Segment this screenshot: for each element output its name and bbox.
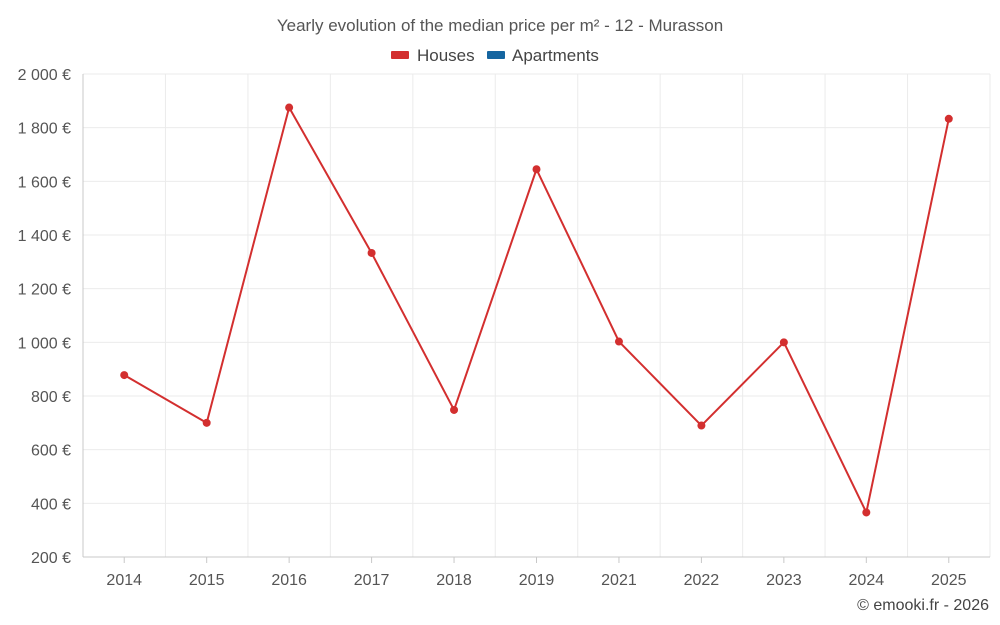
credit-text[interactable]: © emooki.fr - 2026 [857, 597, 989, 614]
x-axis-ticks: 2014 2015 2016 2017 2018 2019 2021 2022 2023 2024… [106, 557, 967, 589]
grid [82, 73, 991, 557]
data-point-houses[interactable] [532, 165, 541, 174]
y-tick-label: 800 € [31, 389, 71, 406]
chart-title: Yearly evolution of the median price per… [277, 16, 723, 35]
data-point-houses[interactable] [450, 405, 459, 414]
x-tick-label: 2021 [601, 572, 637, 589]
x-tick-label: 2015 [189, 572, 225, 589]
series-houses [120, 103, 953, 517]
data-point-houses[interactable] [779, 338, 788, 347]
legend-item-houses[interactable]: Houses [391, 46, 475, 65]
data-point-houses[interactable] [285, 103, 294, 112]
data-point-houses[interactable] [697, 421, 706, 430]
data-point-houses[interactable] [367, 248, 376, 257]
legend-swatch-houses [391, 51, 409, 59]
x-tick-label: 2019 [519, 572, 555, 589]
y-tick-label: 200 € [31, 550, 71, 567]
y-tick-label: 1 000 € [18, 335, 71, 352]
x-tick-label: 2014 [106, 572, 142, 589]
legend-label-houses: Houses [417, 46, 475, 65]
y-tick-label: 600 € [31, 443, 71, 460]
x-tick-label: 2016 [271, 572, 307, 589]
x-tick-label: 2023 [766, 572, 802, 589]
legend-swatch-apartments [487, 51, 505, 59]
y-tick-label: 1 800 € [18, 121, 71, 138]
data-point-houses[interactable] [944, 114, 953, 123]
data-point-houses[interactable] [202, 418, 211, 427]
legend: Houses Apartments [391, 46, 599, 65]
legend-label-apartments: Apartments [512, 46, 599, 65]
y-tick-label: 1 200 € [18, 282, 71, 299]
y-tick-label: 2 000 € [18, 67, 71, 84]
legend-item-apartments[interactable]: Apartments [487, 46, 599, 65]
data-point-houses[interactable] [862, 508, 871, 517]
x-tick-label: 2025 [931, 572, 967, 589]
y-tick-label: 1 400 € [18, 228, 71, 245]
data-point-houses[interactable] [120, 371, 129, 380]
x-tick-label: 2017 [354, 572, 390, 589]
axes [82, 74, 990, 558]
x-tick-label: 2022 [684, 572, 720, 589]
x-tick-label: 2024 [849, 572, 885, 589]
y-axis-ticks: 200 € 400 € 600 € 800 € 1 000 € 1 200 € 1 400 … [18, 67, 71, 567]
data-point-houses[interactable] [614, 337, 623, 346]
x-tick-label: 2018 [436, 572, 472, 589]
y-tick-label: 400 € [31, 496, 71, 513]
y-tick-label: 1 600 € [18, 174, 71, 191]
